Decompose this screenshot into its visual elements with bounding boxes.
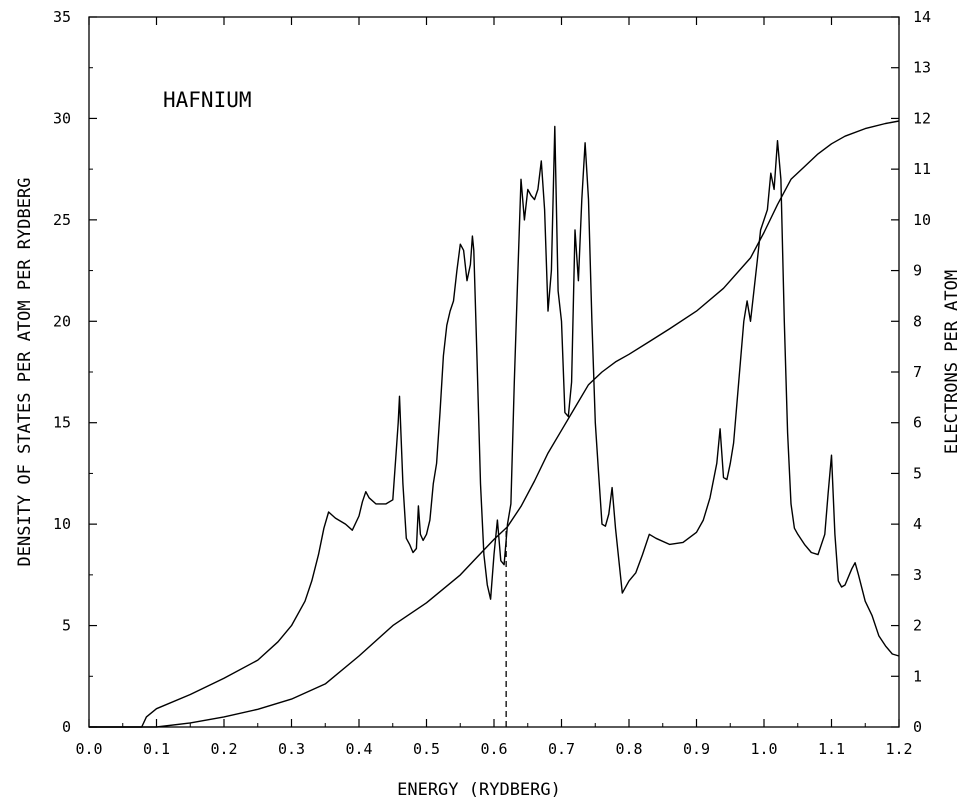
x-tick-label: 1.2 <box>885 740 912 758</box>
y2-tick-label: 12 <box>913 109 931 127</box>
x-tick-label: 0.2 <box>210 740 237 758</box>
y-tick-label: 0 <box>62 718 71 736</box>
y-tick-label: 5 <box>62 617 71 635</box>
y2-tick-label: 7 <box>913 363 922 381</box>
y2-tick-label: 11 <box>913 160 931 178</box>
x-tick-label: 1.0 <box>750 740 777 758</box>
chart-title: HAFNIUM <box>163 88 252 112</box>
electrons-per-atom-line <box>89 120 900 728</box>
x-tick-label: 0.1 <box>143 740 170 758</box>
series-layer <box>89 120 900 728</box>
y2-tick-label: 2 <box>913 617 922 635</box>
x-tick-label: 0.0 <box>75 740 102 758</box>
y-tick-label: 10 <box>53 515 71 533</box>
y2-tick-label: 4 <box>913 515 922 533</box>
y2-tick-label: 14 <box>913 8 931 26</box>
y-tick-label: 25 <box>53 211 71 229</box>
x-axis-label: ENERGY (RYDBERG) <box>397 780 561 800</box>
y2-tick-label: 10 <box>913 211 931 229</box>
plot-frame <box>88 16 900 728</box>
x-tick-label: 0.4 <box>345 740 372 758</box>
x-tick-label: 1.1 <box>818 740 845 758</box>
y-axis-ticks: 0 5 10 15 20 25 30 35 <box>53 8 97 736</box>
x-tick-label: 0.8 <box>615 740 642 758</box>
y2-tick-label: 8 <box>913 312 922 330</box>
y-tick-label: 20 <box>53 312 71 330</box>
y-tick-label: 15 <box>53 414 71 432</box>
y2-tick-label: 1 <box>913 667 922 685</box>
x-tick-label: 0.7 <box>548 740 575 758</box>
y-axis-label: DENSITY OF STATES PER ATOM PER RYDBERG <box>15 178 35 567</box>
x-tick-label: 0.9 <box>683 740 710 758</box>
x-tick-label: 0.3 <box>278 740 305 758</box>
x-tick-label: 0.5 <box>413 740 440 758</box>
y-tick-label: 35 <box>53 8 71 26</box>
x-tick-label: 0.6 <box>480 740 507 758</box>
y-tick-label: 30 <box>53 109 71 127</box>
y2-tick-label: 3 <box>913 566 922 584</box>
y2-tick-label: 5 <box>913 464 922 482</box>
y2-tick-label: 9 <box>913 262 922 280</box>
y2-tick-label: 6 <box>913 414 922 432</box>
density-of-states-line <box>89 125 900 728</box>
x-axis-ticks: 0.0 0.1 0.2 0.3 0.4 0.5 0.6 0.7 0.8 0.9 1.0 1.1 1.2 <box>75 17 913 758</box>
y2-axis-label: ELECTRONS PER ATOM <box>942 270 961 454</box>
y2-tick-label: 0 <box>913 718 922 736</box>
y2-tick-label: 13 <box>913 59 931 77</box>
